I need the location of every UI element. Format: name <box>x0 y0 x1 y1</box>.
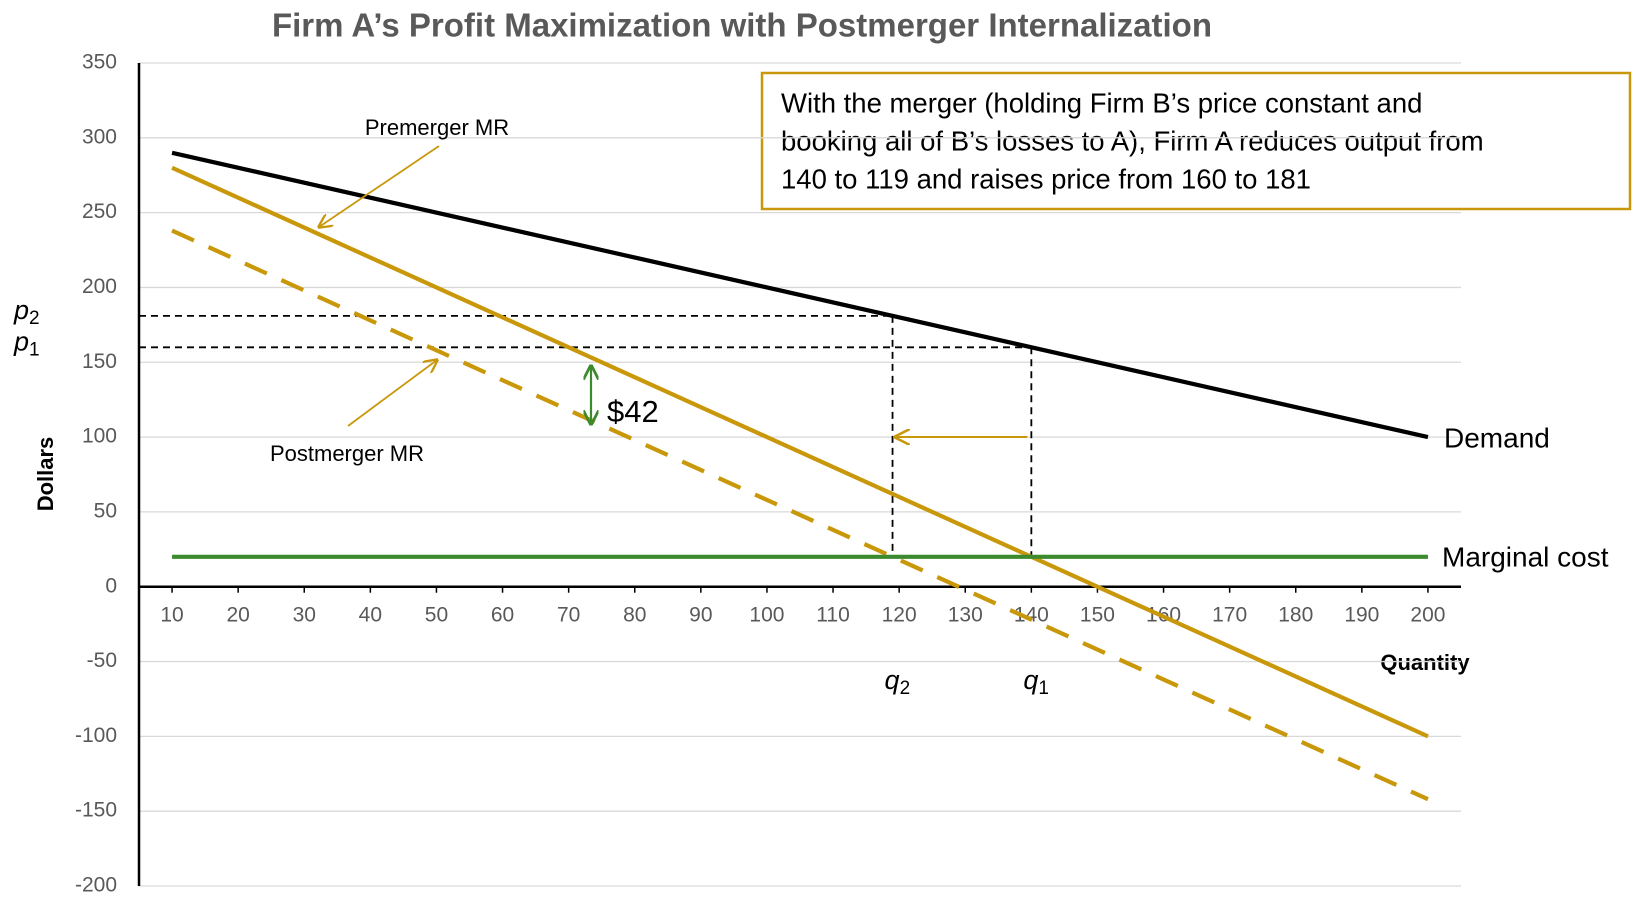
x-tick-label: 30 <box>293 603 316 626</box>
y-tick-label: -100 <box>75 724 117 747</box>
chart-title: Firm A’s Profit Maximization with Postme… <box>272 7 1212 44</box>
x-tick-label: 120 <box>882 603 917 626</box>
x-tick-label: 200 <box>1410 603 1445 626</box>
x-tick-label: 10 <box>160 603 183 626</box>
price-subscript: 1 <box>29 339 40 360</box>
y-tick-label: -50 <box>87 649 117 672</box>
x-tick-label: 170 <box>1212 603 1247 626</box>
quantity-symbol: q <box>1023 665 1038 695</box>
series-label: Demand <box>1444 422 1550 453</box>
y-tick-label: 0 <box>105 574 117 597</box>
series-label: Premerger MR <box>365 115 509 140</box>
y-axis-label: Dollars <box>33 437 58 512</box>
x-tick-label: 150 <box>1080 603 1115 626</box>
label-arrow <box>319 145 440 227</box>
x-tick-label: 40 <box>359 603 382 626</box>
y-tick-label: 200 <box>82 275 117 298</box>
annotation-line: 140 to 119 and raises price from 160 to … <box>781 163 1311 194</box>
quantity-label: q1 <box>1023 665 1049 699</box>
quantity-symbol: q <box>885 665 900 695</box>
x-tick-label: 50 <box>425 603 448 626</box>
x-tick-label: 80 <box>623 603 646 626</box>
label-arrow <box>347 360 437 427</box>
y-tick-label: -150 <box>75 799 117 822</box>
x-tick-label: 100 <box>749 603 784 626</box>
series-label: Marginal cost <box>1442 541 1609 572</box>
series-label: Postmerger MR <box>270 441 424 466</box>
quantity-label: q2 <box>885 665 911 699</box>
price-label: p1 <box>13 326 40 360</box>
y-tick-label: 100 <box>82 425 117 448</box>
annotation-box <box>760 71 1632 211</box>
price-symbol: p <box>13 295 29 325</box>
price-subscript: 2 <box>29 308 40 329</box>
x-tick-label: 90 <box>689 603 712 626</box>
y-tick-label: 150 <box>82 350 117 373</box>
annotation-line: With the merger (holding Firm B’s price … <box>781 87 1422 118</box>
annotation: With the merger (holding Firm B’s price … <box>781 87 1484 194</box>
series-line <box>171 165 1429 739</box>
x-tick-label: 110 <box>816 603 849 626</box>
price-label: p2 <box>13 295 40 329</box>
y-tick-label: 50 <box>94 499 117 522</box>
x-tick-label: 60 <box>491 603 514 626</box>
y-tick-label: 300 <box>82 125 117 148</box>
y-tick-label: -200 <box>75 874 117 897</box>
x-tick-label: 190 <box>1344 603 1379 626</box>
quantity-subscript: 1 <box>1038 678 1049 699</box>
x-tick-label: 130 <box>948 603 983 626</box>
annotation-line: booking all of B’s losses to A), Firm A … <box>781 125 1484 156</box>
x-tick-label: 140 <box>1014 603 1049 626</box>
price-symbol: p <box>13 326 29 356</box>
series-line <box>171 150 1429 440</box>
x-tick-label: 70 <box>557 603 580 626</box>
y-tick-label: 250 <box>82 200 117 223</box>
x-tick-label: 180 <box>1278 603 1313 626</box>
series-line <box>171 228 1429 802</box>
gap-label: $42 <box>607 394 659 429</box>
x-tick-label: 20 <box>226 603 249 626</box>
y-tick-label: 350 <box>82 51 117 74</box>
x-axis-label: Quantity <box>1380 650 1470 675</box>
quantity-subscript: 2 <box>900 678 911 699</box>
